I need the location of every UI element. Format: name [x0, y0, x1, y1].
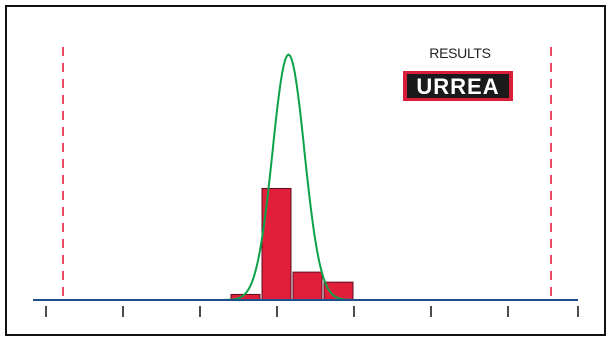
brand-logo-inner — [407, 74, 509, 98]
brand-logo: URREA — [403, 71, 513, 101]
chart-plot — [33, 47, 579, 317]
normal-curve — [224, 53, 353, 301]
histogram-bar — [292, 271, 323, 301]
brand-logo-text: URREA — [416, 74, 499, 99]
chart-frame: RESULTS URREA — [5, 5, 606, 336]
chart-title: RESULTS — [429, 45, 491, 61]
